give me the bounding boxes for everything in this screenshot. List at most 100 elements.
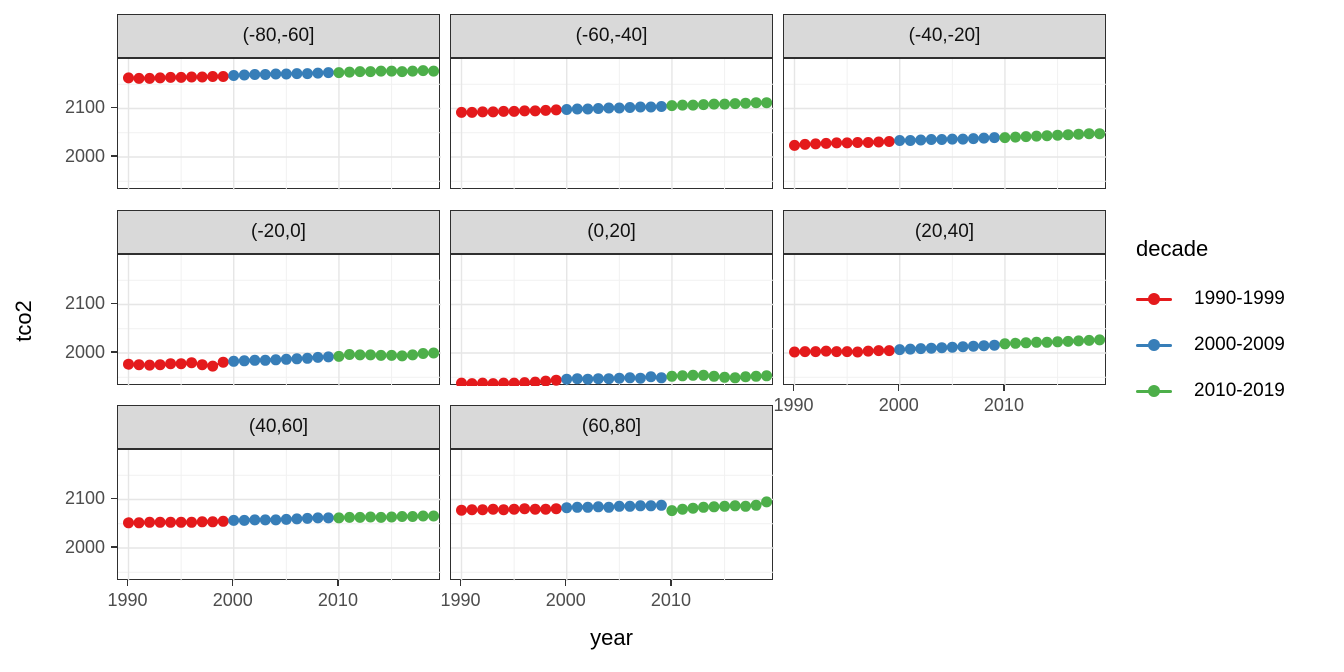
- data-point: [592, 501, 604, 513]
- data-point: [831, 137, 843, 149]
- y-tick-label: 2100: [64, 488, 105, 509]
- facet-plot-area: [451, 59, 774, 190]
- facet-strip: (-60,-40]: [450, 14, 773, 58]
- data-point: [624, 372, 636, 384]
- data-point: [154, 359, 166, 371]
- x-tick-label: 2010: [983, 395, 1024, 415]
- data-point: [344, 66, 355, 78]
- data-point: [519, 503, 531, 515]
- x-tick-mark: [670, 580, 672, 586]
- data-point: [761, 496, 773, 508]
- data-point: [322, 67, 334, 79]
- facet-panel: [783, 254, 1107, 386]
- data-point: [1062, 129, 1074, 141]
- facet-strip-label: (-80,-60]: [242, 25, 315, 46]
- data-point: [386, 65, 398, 77]
- data-point: [708, 501, 720, 513]
- data-point: [249, 69, 261, 80]
- x-tick-label: 2000: [212, 590, 253, 610]
- data-point: [133, 72, 145, 84]
- data-point: [603, 501, 615, 513]
- data-point: [624, 102, 636, 113]
- data-point: [322, 512, 334, 524]
- data-point: [270, 68, 282, 80]
- data-point: [207, 71, 219, 82]
- data-point: [529, 503, 541, 515]
- data-point: [687, 99, 699, 111]
- data-point: [988, 132, 1000, 144]
- data-point: [582, 103, 594, 115]
- data-point: [1062, 335, 1074, 347]
- data-point: [978, 132, 990, 144]
- x-tick-label: 1990: [107, 590, 148, 610]
- x-axis-title: year: [590, 625, 633, 650]
- data-point: [1052, 129, 1064, 141]
- x-tick-mark: [337, 580, 339, 586]
- data-point: [238, 355, 250, 367]
- data-point: [365, 349, 376, 361]
- data-point: [428, 347, 440, 359]
- facet-plot-area: [451, 255, 774, 386]
- data-point: [883, 345, 895, 357]
- data-point: [634, 500, 646, 512]
- data-point: [894, 135, 906, 146]
- data-point: [1073, 128, 1085, 140]
- legend: decade 1990-1999 2000-2009 2010-2019: [1136, 236, 1336, 401]
- data-point: [487, 106, 499, 118]
- gridlines: [451, 255, 774, 386]
- data-point: [582, 501, 594, 513]
- data-point: [312, 351, 324, 363]
- data-point: [1041, 130, 1053, 142]
- data-point: [375, 349, 387, 361]
- data-point: [249, 354, 261, 366]
- legend-entry: 2010-2019: [1136, 368, 1285, 414]
- data-point: [719, 98, 731, 110]
- y-tick-mark: [111, 155, 117, 157]
- data-point: [396, 66, 408, 78]
- data-point: [708, 370, 720, 382]
- data-point: [144, 359, 156, 371]
- data-point: [186, 71, 198, 83]
- data-point: [165, 71, 177, 83]
- data-point: [1020, 337, 1032, 349]
- data-point: [207, 360, 219, 372]
- data-point: [196, 71, 208, 83]
- data-point: [761, 370, 773, 382]
- data-point: [873, 136, 885, 148]
- data-point: [645, 371, 657, 383]
- data-point: [1083, 334, 1095, 346]
- data-point: [655, 101, 667, 112]
- data-point: [862, 137, 874, 148]
- data-point: [301, 68, 313, 80]
- data-point: [466, 106, 478, 118]
- gridlines: [451, 59, 774, 190]
- data-point: [852, 137, 864, 148]
- data-point: [540, 375, 552, 386]
- data-point: [698, 99, 709, 111]
- data-point: [365, 66, 376, 78]
- data-point: [561, 104, 573, 115]
- data-point: [729, 372, 741, 384]
- data-point: [550, 374, 562, 386]
- data-point: [508, 105, 520, 117]
- data-point: [498, 105, 510, 117]
- data-point: [386, 511, 398, 523]
- data-point: [428, 510, 440, 522]
- data-point: [280, 353, 292, 365]
- data-point: [904, 343, 916, 355]
- data-point: [666, 505, 678, 517]
- data-point: [666, 370, 678, 382]
- facet-strip: (-40,-20]: [783, 14, 1106, 58]
- facet-plot-area: [118, 59, 441, 190]
- x-tick-mark: [564, 580, 567, 586]
- data-point: [540, 503, 552, 515]
- data-point: [999, 338, 1011, 350]
- legend-entry-label: 2000-2009: [1194, 334, 1285, 355]
- data-point: [487, 503, 499, 515]
- data-point: [217, 515, 229, 527]
- data-point: [561, 373, 573, 385]
- data-point: [519, 377, 531, 386]
- legend-entry: 1990-1999: [1136, 276, 1285, 322]
- data-point: [592, 373, 604, 385]
- gridlines: [784, 59, 1107, 190]
